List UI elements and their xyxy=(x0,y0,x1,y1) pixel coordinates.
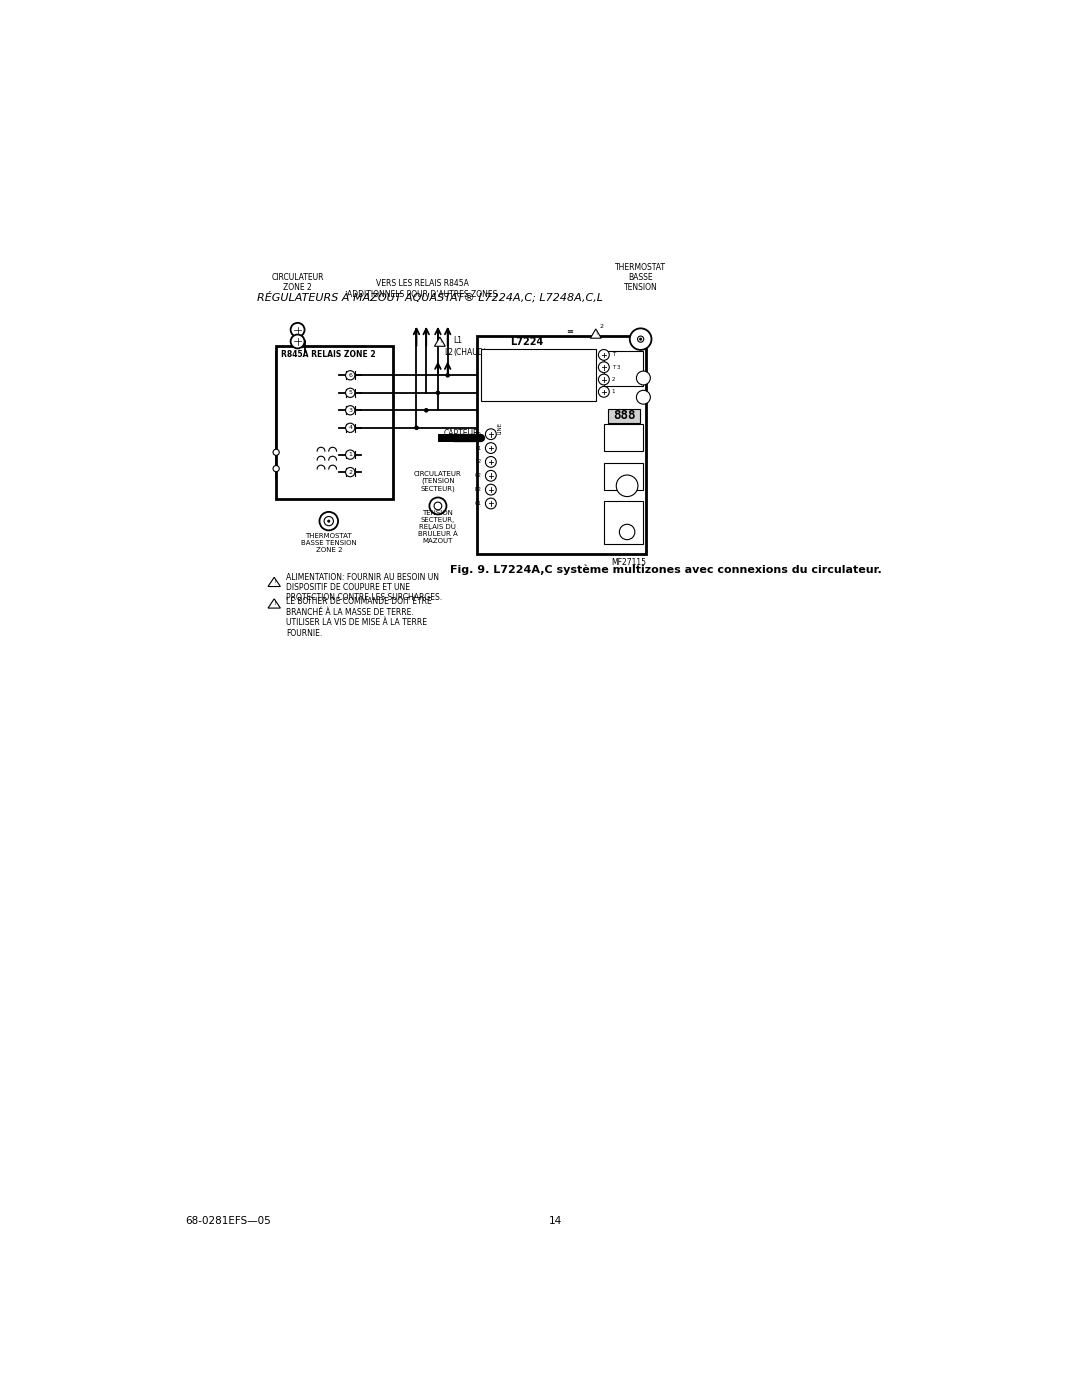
Text: 888: 888 xyxy=(612,409,635,422)
Polygon shape xyxy=(591,328,602,338)
Text: 5: 5 xyxy=(348,390,352,395)
Circle shape xyxy=(485,457,497,468)
Circle shape xyxy=(346,388,355,397)
Text: L1: L1 xyxy=(475,446,482,451)
Text: 6: 6 xyxy=(348,373,352,377)
Bar xyxy=(604,351,643,386)
Text: !: ! xyxy=(438,339,441,344)
Text: THERMOSTAT
BASSE
TENSION: THERMOSTAT BASSE TENSION xyxy=(616,263,666,292)
Circle shape xyxy=(485,485,497,495)
Bar xyxy=(608,409,640,423)
Circle shape xyxy=(324,517,334,525)
Bar xyxy=(438,434,454,441)
Circle shape xyxy=(598,387,609,397)
Text: !: ! xyxy=(273,580,275,584)
Text: T: T xyxy=(611,352,615,358)
Circle shape xyxy=(485,443,497,454)
Bar xyxy=(604,462,643,489)
Text: (CHAUD): (CHAUD) xyxy=(454,348,487,358)
Circle shape xyxy=(617,475,638,496)
Circle shape xyxy=(273,465,280,472)
Text: THERMOSTAT
BASSE TENSION
ZONE 2: THERMOSTAT BASSE TENSION ZONE 2 xyxy=(301,534,356,553)
Text: L2: L2 xyxy=(475,460,482,464)
Text: L7224: L7224 xyxy=(510,337,543,346)
Circle shape xyxy=(346,450,355,460)
Bar xyxy=(276,346,393,499)
Text: !: ! xyxy=(595,331,597,337)
Text: TENSION
SECTEUR,
RELAIS DU
BRÛLEUR À
MAZOUT: TENSION SECTEUR, RELAIS DU BRÛLEUR À MAZ… xyxy=(418,510,458,545)
Circle shape xyxy=(435,391,441,395)
Text: L2: L2 xyxy=(444,348,453,358)
Bar xyxy=(477,335,647,553)
Bar xyxy=(481,349,596,401)
Text: 1: 1 xyxy=(348,453,352,457)
Text: T 3: T 3 xyxy=(611,365,620,370)
Circle shape xyxy=(445,373,450,377)
Circle shape xyxy=(346,370,355,380)
Circle shape xyxy=(636,372,650,386)
Text: MF27115: MF27115 xyxy=(611,559,647,567)
Text: 14: 14 xyxy=(550,1215,563,1227)
Text: 68-0281EFS—05: 68-0281EFS—05 xyxy=(186,1215,271,1227)
Circle shape xyxy=(485,471,497,481)
Circle shape xyxy=(619,524,635,539)
Circle shape xyxy=(346,468,355,476)
Text: C2: C2 xyxy=(474,474,482,478)
Circle shape xyxy=(430,497,446,514)
Circle shape xyxy=(598,362,609,373)
Text: 1: 1 xyxy=(611,390,616,394)
Circle shape xyxy=(414,426,419,430)
Circle shape xyxy=(485,429,497,440)
Polygon shape xyxy=(434,337,445,346)
Circle shape xyxy=(327,520,329,522)
Text: L1: L1 xyxy=(454,337,462,345)
Circle shape xyxy=(320,511,338,531)
Text: 2: 2 xyxy=(611,377,616,381)
Text: 2R: 2R xyxy=(474,432,482,437)
Text: B2: B2 xyxy=(474,488,482,492)
Text: Fig. 9. L7224A,C système multizones avec connexions du circulateur.: Fig. 9. L7224A,C système multizones avec… xyxy=(450,564,882,574)
Bar xyxy=(604,502,643,543)
Circle shape xyxy=(598,374,609,386)
Text: ≡: ≡ xyxy=(566,327,573,337)
Text: LE BOÎTIER DE COMMANDE DOIT ÊTRE
BRANCHÉ À LA MASSE DE TERRE.
UTILISER LA VIS DE: LE BOÎTIER DE COMMANDE DOIT ÊTRE BRANCHÉ… xyxy=(286,598,432,637)
Text: CAPTEUR: CAPTEUR xyxy=(444,429,480,439)
Circle shape xyxy=(485,499,497,509)
Text: 2: 2 xyxy=(348,469,352,475)
Circle shape xyxy=(346,423,355,433)
Text: CIRCULATEUR
ZONE 2: CIRCULATEUR ZONE 2 xyxy=(271,272,324,292)
Circle shape xyxy=(424,408,429,412)
Circle shape xyxy=(637,337,644,342)
Bar xyxy=(604,425,643,451)
Circle shape xyxy=(291,334,305,348)
Polygon shape xyxy=(268,599,281,608)
Circle shape xyxy=(346,405,355,415)
Circle shape xyxy=(273,450,280,455)
Text: CIRCULATEUR
(TENSION
SECTEUR): CIRCULATEUR (TENSION SECTEUR) xyxy=(414,471,462,492)
Text: RÉGULATEURS À MAZOUT AQUASTAT® L7224A,C; L7248A,C,L: RÉGULATEURS À MAZOUT AQUASTAT® L7224A,C;… xyxy=(257,292,603,303)
Text: !: ! xyxy=(273,601,275,606)
Text: 3: 3 xyxy=(348,408,352,412)
Circle shape xyxy=(291,323,305,337)
Text: LINE: LINE xyxy=(498,422,502,434)
Text: 4: 4 xyxy=(348,425,352,430)
Text: 2: 2 xyxy=(599,324,604,330)
Circle shape xyxy=(639,338,642,341)
Text: ALIMENTATION: FOURNIR AU BESOIN UN
DISPOSITIF DE COUPURE ET UNE
PROTECTION CONTR: ALIMENTATION: FOURNIR AU BESOIN UN DISPO… xyxy=(286,573,442,602)
Circle shape xyxy=(636,390,650,404)
Text: C1: C1 xyxy=(474,502,482,506)
Text: VERS LES RELAIS R845A
ADDITIONNELS POUR D'AUTRES ZONES: VERS LES RELAIS R845A ADDITIONNELS POUR … xyxy=(347,279,498,299)
Circle shape xyxy=(434,502,442,510)
Polygon shape xyxy=(268,577,281,587)
Circle shape xyxy=(630,328,651,349)
Circle shape xyxy=(598,349,609,360)
Text: R845A RELAIS ZONE 2: R845A RELAIS ZONE 2 xyxy=(282,349,376,359)
